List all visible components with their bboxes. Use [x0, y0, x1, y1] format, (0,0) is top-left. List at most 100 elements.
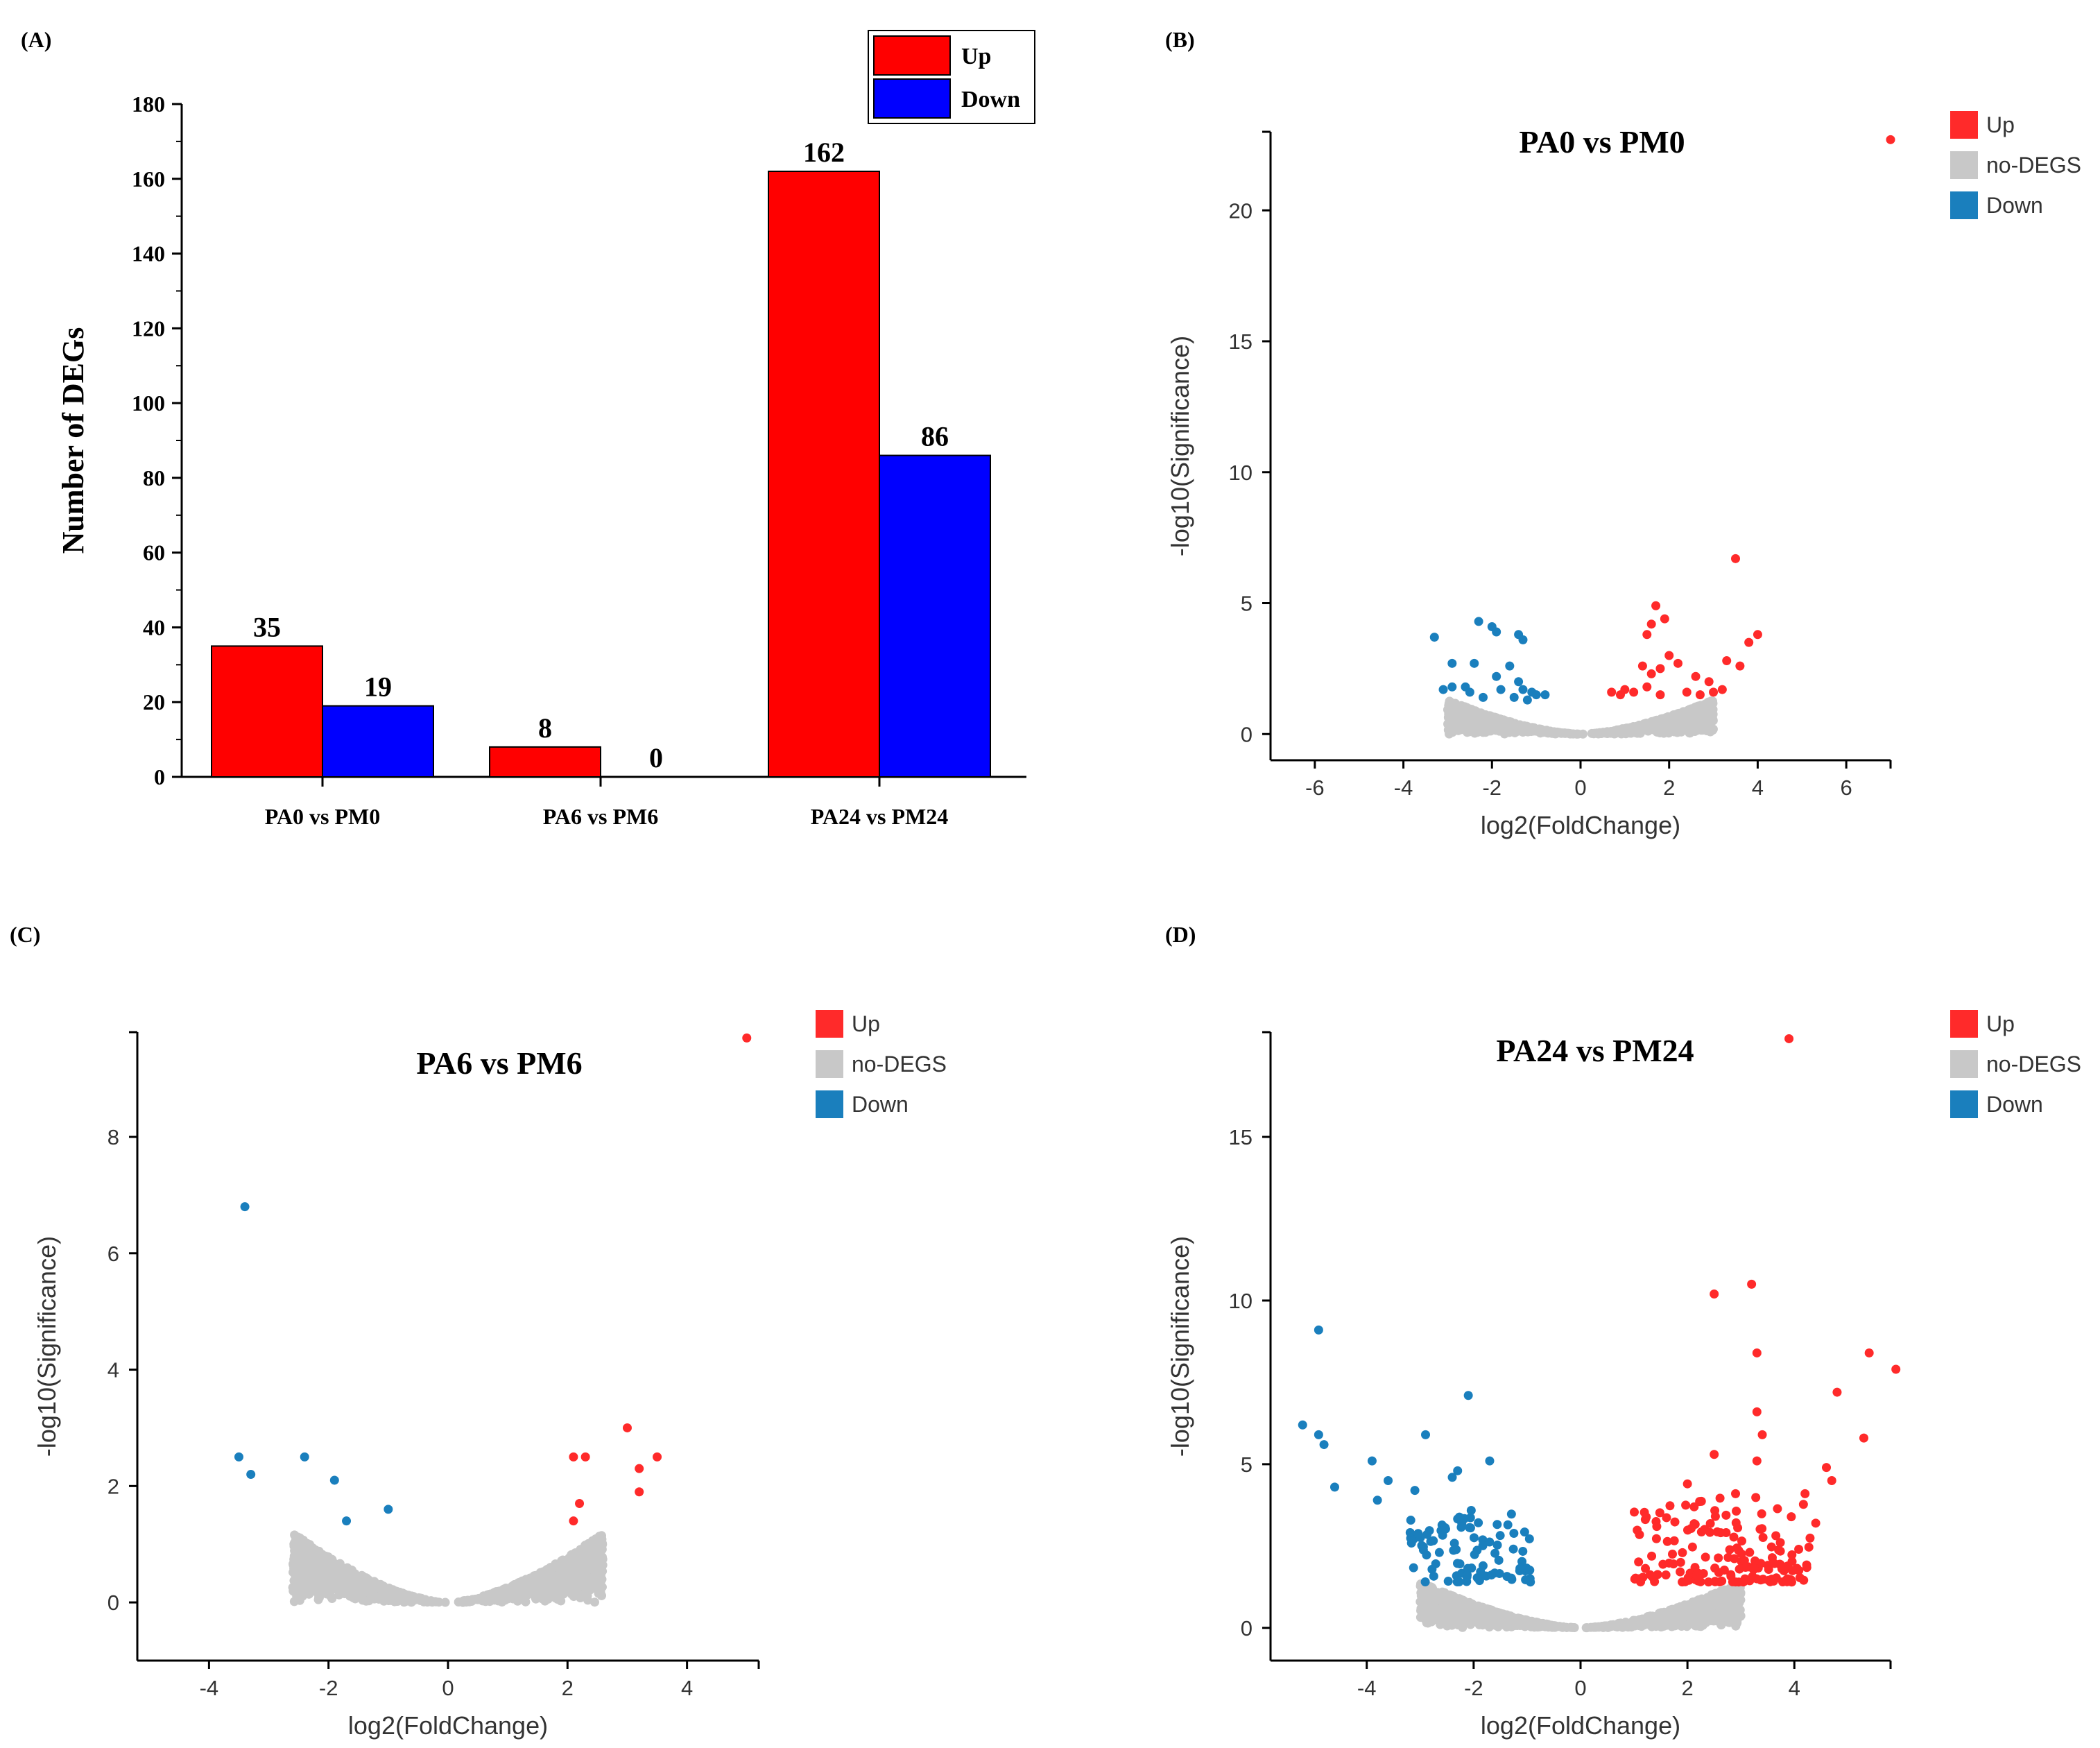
up-point	[1751, 1493, 1761, 1502]
no-degs-point	[427, 1597, 436, 1606]
up-point	[1629, 687, 1639, 697]
no-degs-point	[1684, 1603, 1694, 1613]
up-point	[1729, 1532, 1739, 1542]
up-point	[1752, 1456, 1762, 1466]
no-degs-point	[1483, 1619, 1492, 1629]
up-point	[635, 1487, 644, 1497]
no-degs-point-cloud	[288, 1530, 608, 1607]
up-point	[1651, 1534, 1661, 1543]
no-degs-point	[1703, 1593, 1712, 1602]
no-degs-point	[1714, 1600, 1723, 1610]
no-degs-point	[289, 1576, 299, 1586]
legend-swatch-up	[816, 1010, 843, 1038]
no-degs-point	[345, 1591, 355, 1601]
down-point	[1531, 690, 1541, 700]
no-degs-point	[1628, 1618, 1638, 1628]
y-axis-label: -log10(Significance)	[1166, 1236, 1194, 1457]
x-tick-label: -2	[1464, 1676, 1483, 1700]
up-point	[1634, 1574, 1644, 1584]
down-point	[1517, 1557, 1527, 1566]
no-degs-point	[1591, 1622, 1601, 1632]
y-axis-label: -log10(Significance)	[1166, 336, 1194, 556]
up-point	[1705, 1518, 1715, 1528]
no-degs-point	[1724, 1591, 1734, 1600]
down-point	[1463, 1570, 1472, 1579]
up-point	[1715, 1493, 1725, 1503]
no-degs-point	[1447, 1605, 1456, 1615]
up-point	[1642, 630, 1652, 640]
down-point	[1434, 1548, 1444, 1557]
x-tick-label: 2	[1663, 776, 1675, 800]
up-point	[1804, 1542, 1814, 1552]
bar-value-label: 0	[649, 742, 663, 773]
x-tick-label: 2	[1682, 1676, 1694, 1700]
no-degs-point	[1696, 705, 1706, 714]
no-degs-point	[512, 1590, 522, 1600]
x-tick-label: PA0 vs PM0	[265, 804, 380, 829]
no-degs-point	[587, 1546, 596, 1556]
up-point	[1795, 1573, 1805, 1583]
up-point	[1690, 1520, 1700, 1530]
down-point	[234, 1452, 243, 1462]
down-point	[1479, 692, 1488, 702]
no-degs-point	[305, 1540, 315, 1550]
up-point	[1653, 1570, 1662, 1579]
no-degs-point	[1478, 713, 1488, 723]
legend-swatch-no-degs	[1950, 151, 1978, 179]
x-axis-label: log2(FoldChange)	[348, 1711, 548, 1740]
legend-label: Down	[1986, 193, 2043, 218]
up-point	[1864, 1348, 1874, 1357]
no-degs-point	[458, 1597, 467, 1607]
up-point	[1647, 1551, 1657, 1561]
down-point	[1518, 1546, 1528, 1556]
up-point	[1765, 1577, 1775, 1586]
legend-label: Up	[1986, 1011, 2015, 1036]
no-degs-point	[548, 1574, 558, 1584]
up-point	[1886, 135, 1895, 144]
no-degs-point	[1455, 1620, 1465, 1629]
plot-title: PA6 vs PM6	[416, 1045, 582, 1081]
no-degs-point	[1523, 727, 1533, 737]
no-degs-point	[1707, 708, 1716, 718]
down-point	[1421, 1430, 1430, 1439]
up-point	[575, 1499, 585, 1508]
up-point	[1678, 1548, 1687, 1557]
no-degs-point	[1468, 722, 1477, 732]
up-point	[1752, 1407, 1762, 1416]
panel-label: (D)	[1165, 922, 1196, 947]
up-point	[1891, 1364, 1901, 1374]
y-tick-label: 40	[143, 615, 165, 640]
up-point	[1692, 1571, 1701, 1581]
no-degs-point	[1449, 701, 1458, 710]
no-degs-point	[1549, 728, 1559, 738]
no-degs-point	[572, 1551, 582, 1561]
no-degs-point	[291, 1532, 300, 1541]
legend-label: Down	[1986, 1092, 2043, 1117]
no-degs-point	[321, 1554, 331, 1564]
down-point	[342, 1516, 352, 1526]
no-degs-point	[1481, 725, 1490, 735]
up-point	[1710, 1450, 1719, 1459]
no-degs-point	[295, 1548, 305, 1557]
up-point	[1750, 1556, 1760, 1566]
down-point	[1447, 682, 1457, 692]
no-degs-point	[440, 1597, 450, 1607]
down-point	[1474, 617, 1483, 626]
down-point	[1438, 685, 1448, 694]
no-degs-point	[347, 1572, 356, 1582]
up-point	[1701, 1552, 1710, 1562]
no-degs-point	[569, 1592, 578, 1602]
no-degs-point	[1512, 726, 1522, 735]
down-point	[1508, 1544, 1518, 1554]
no-degs-point	[1497, 723, 1506, 732]
up-point	[1668, 1549, 1678, 1559]
down-point	[1518, 635, 1528, 644]
down-point	[1474, 1518, 1483, 1527]
no-degs-point	[560, 1573, 570, 1583]
no-degs-point	[1474, 1605, 1483, 1615]
up-point	[1664, 651, 1674, 660]
down-point	[1525, 1566, 1535, 1575]
down-point	[1452, 1545, 1461, 1554]
down-point	[1314, 1325, 1323, 1335]
down-point	[1465, 687, 1474, 697]
